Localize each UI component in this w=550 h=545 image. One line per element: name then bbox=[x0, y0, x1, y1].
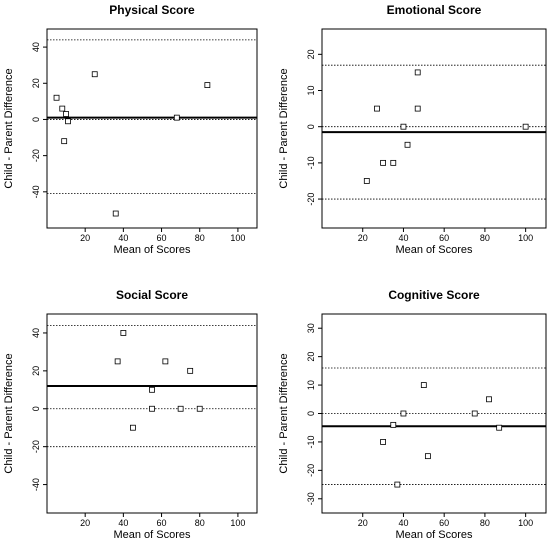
y-tick-label: 0 bbox=[306, 124, 316, 129]
data-point bbox=[424, 453, 431, 460]
data-point bbox=[204, 82, 211, 88]
data-point bbox=[162, 358, 169, 365]
y-tick-label: 20 bbox=[31, 78, 41, 88]
data-point bbox=[363, 178, 370, 184]
x-tick-label: 20 bbox=[80, 233, 90, 243]
y-tick-label: 20 bbox=[306, 49, 316, 59]
x-tick-label: 60 bbox=[157, 518, 167, 528]
y-axis-label: Child - Parent Difference bbox=[278, 353, 290, 473]
y-axis-label: Child - Parent Difference bbox=[3, 353, 15, 473]
y-tick-label: -10 bbox=[306, 156, 316, 169]
data-point bbox=[414, 105, 421, 112]
x-tick-label: 80 bbox=[195, 518, 205, 528]
data-point bbox=[120, 330, 127, 336]
data-point bbox=[380, 159, 386, 166]
x-tick-label: 100 bbox=[230, 233, 245, 243]
x-tick-label: 20 bbox=[80, 518, 90, 528]
plot-frame bbox=[46, 313, 258, 514]
data-point bbox=[486, 396, 492, 403]
y-tick-label: 10 bbox=[306, 86, 316, 96]
data-point bbox=[149, 386, 155, 393]
data-point bbox=[471, 410, 478, 417]
data-point bbox=[390, 159, 397, 166]
data-point bbox=[390, 421, 397, 428]
y-tick-label: 0 bbox=[31, 406, 41, 411]
data-point bbox=[91, 71, 98, 78]
x-tick-label: 100 bbox=[518, 518, 533, 528]
panel-title: Emotional Score bbox=[387, 3, 482, 17]
data-point bbox=[414, 69, 421, 76]
data-point bbox=[53, 94, 60, 101]
plot-frame bbox=[321, 28, 547, 229]
y-tick-label: -20 bbox=[306, 464, 316, 477]
x-tick-label: 80 bbox=[480, 233, 490, 243]
y-tick-label: -40 bbox=[31, 478, 41, 491]
y-tick-label: 10 bbox=[306, 380, 316, 390]
x-tick-label: 20 bbox=[358, 233, 368, 243]
y-axis-label: Child - Parent Difference bbox=[3, 68, 15, 188]
y-tick-label: -10 bbox=[306, 435, 316, 448]
panel-social-score: Social Score Mean of Scores Child - Pare… bbox=[3, 288, 258, 541]
data-point bbox=[173, 114, 180, 121]
data-point bbox=[112, 210, 119, 217]
x-tick-label: 60 bbox=[439, 518, 449, 528]
panel-title: Physical Score bbox=[109, 3, 195, 17]
x-tick-label: 40 bbox=[398, 518, 408, 528]
x-tick-label: 40 bbox=[398, 233, 408, 243]
y-axis-label: Child - Parent Difference bbox=[278, 68, 290, 188]
data-point bbox=[400, 410, 407, 417]
panel-emotional-score: Emotional Score Mean of Scores Child - P… bbox=[278, 3, 547, 256]
data-point bbox=[394, 481, 401, 488]
y-tick-label: 0 bbox=[31, 117, 41, 122]
data-point bbox=[196, 405, 203, 412]
y-tick-label: 20 bbox=[306, 352, 316, 362]
y-tick-label: 20 bbox=[31, 366, 41, 376]
panel-physical-score: Physical Score Mean of Scores Child - Pa… bbox=[3, 3, 258, 256]
data-point bbox=[374, 105, 380, 112]
panel-cognitive-score: Cognitive Score Mean of Scores Child - P… bbox=[278, 288, 547, 541]
y-tick-label: -40 bbox=[31, 185, 41, 198]
data-point bbox=[61, 138, 68, 145]
x-axis-label: Mean of Scores bbox=[395, 529, 473, 541]
x-tick-label: 40 bbox=[118, 518, 128, 528]
data-point bbox=[130, 424, 136, 431]
x-axis-label: Mean of Scores bbox=[113, 529, 191, 541]
x-tick-label: 80 bbox=[195, 233, 205, 243]
panel-title: Social Score bbox=[116, 288, 188, 302]
data-point bbox=[496, 424, 503, 431]
panel-title: Cognitive Score bbox=[388, 288, 480, 302]
x-axis-label: Mean of Scores bbox=[395, 244, 473, 256]
x-tick-label: 80 bbox=[480, 518, 490, 528]
y-tick-label: -30 bbox=[306, 492, 316, 505]
data-point bbox=[65, 118, 71, 125]
data-point bbox=[59, 105, 66, 112]
x-tick-label: 60 bbox=[439, 233, 449, 243]
data-point bbox=[522, 123, 529, 130]
data-point bbox=[149, 405, 155, 412]
x-tick-label: 100 bbox=[518, 233, 533, 243]
data-point bbox=[177, 405, 184, 412]
y-tick-label: -20 bbox=[31, 440, 41, 453]
data-point bbox=[63, 111, 69, 117]
y-tick-label: 40 bbox=[31, 42, 41, 52]
x-tick-label: 60 bbox=[157, 233, 167, 243]
x-tick-label: 20 bbox=[358, 518, 368, 528]
data-point bbox=[380, 439, 386, 445]
x-tick-label: 100 bbox=[230, 518, 245, 528]
data-point bbox=[400, 123, 407, 130]
plot-frame bbox=[46, 28, 258, 229]
y-tick-label: -20 bbox=[31, 149, 41, 162]
data-point bbox=[420, 382, 427, 388]
y-tick-label: 30 bbox=[306, 323, 316, 333]
x-tick-label: 40 bbox=[118, 233, 128, 243]
data-point bbox=[114, 358, 121, 365]
y-tick-label: 0 bbox=[306, 411, 316, 416]
x-axis-label: Mean of Scores bbox=[113, 244, 191, 256]
data-point bbox=[404, 141, 411, 148]
data-point bbox=[187, 367, 194, 374]
y-tick-label: -20 bbox=[306, 193, 316, 206]
y-tick-label: 40 bbox=[31, 328, 41, 338]
